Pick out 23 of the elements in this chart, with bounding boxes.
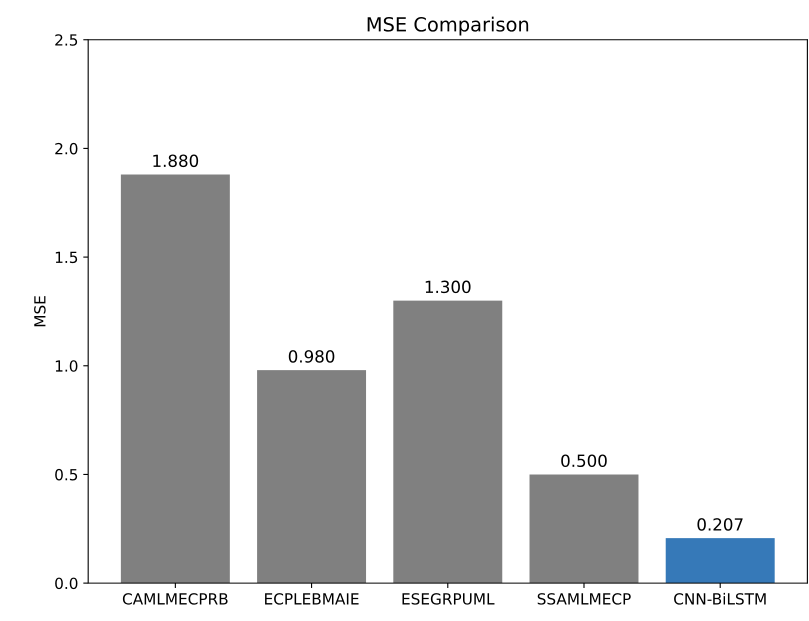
bar [393,300,502,584]
y-tick-label: 0.0 [55,578,78,590]
bar [120,174,230,584]
y-tick-label: 2.0 [55,142,78,154]
chart-title: MSE Comparison [368,16,528,36]
x-tick-label: ECPLEBMAIE [265,593,359,605]
data-label: 0.980 [288,350,334,363]
bar [666,538,775,584]
x-tick-label: ESEGRPUML [402,593,494,605]
y-tick-label: 1.5 [56,252,78,264]
data-label: 0.207 [697,518,743,531]
data-label: 0.500 [561,454,607,468]
x-tick-label: SSAMLMECP [538,593,631,605]
data-label: 1.880 [153,154,198,168]
y-tick-label: 1.0 [56,360,78,372]
y-tick-label: 0.5 [55,468,78,480]
x-tick-label: CAMLMECPRB [122,593,228,605]
y-axis-title: MSE [34,296,46,326]
data-label: 1.300 [426,280,471,294]
y-tick-label: 2.5 [55,34,78,46]
bar [530,474,638,584]
x-tick-label: CNN-BiLSTM [674,592,766,605]
bar [257,370,366,584]
